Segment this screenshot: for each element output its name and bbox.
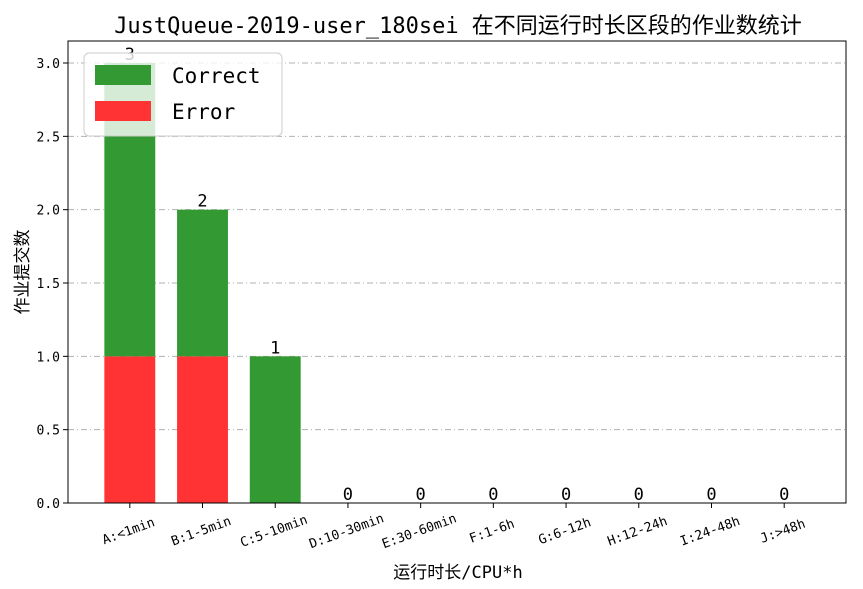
y-tick-label: 1.0 [37, 350, 60, 365]
y-tick-label: 3.0 [37, 57, 60, 72]
x-tick-label: H:12-24h [606, 514, 670, 550]
bar-value-label: 0 [779, 485, 789, 505]
x-tick-label: B:1-5min [169, 514, 233, 550]
legend-swatch-correct [95, 65, 151, 85]
y-tick-label: 0.5 [37, 424, 60, 439]
bar-correct [177, 209, 228, 357]
bar-value-label: 2 [197, 192, 207, 212]
x-tick-label: G:6-12h [537, 515, 594, 548]
bar-error [104, 356, 156, 503]
bar-value-label: 0 [634, 485, 644, 505]
x-tick-label: C:5-10min [238, 513, 309, 551]
y-tick-label: 0.0 [37, 497, 60, 512]
legend-label-correct: Correct [172, 64, 261, 88]
bar-value-label: 0 [488, 485, 498, 505]
legend-label-error: Error [172, 100, 235, 124]
bar-error [177, 356, 228, 503]
bar-value-label: 1 [270, 338, 280, 358]
x-tick-label: A:<1min [100, 515, 157, 548]
x-tick-label: F:1-6h [468, 517, 517, 547]
bar-value-label: 0 [706, 485, 716, 505]
legend: Correct Error [83, 52, 283, 137]
y-tick-label: 2.5 [37, 130, 60, 145]
x-tick-label: J:>48h [758, 517, 807, 547]
x-axis-label: 运行时长/CPU*h [393, 563, 522, 583]
plot-frame [67, 40, 847, 504]
y-axis-label: 作业提交数 [13, 230, 33, 315]
x-axis-ticks: A:<1min B:1-5min C:5-10minD:10-30minE:30-6… [100, 503, 808, 552]
y-axis-ticks: 0.0 0.5 1.0 1.5 2.0 2.5 3.0 [37, 57, 68, 512]
x-tick-label: I:24-48h [678, 514, 742, 550]
chart-title: JustQueue-2019-user_180sei 在不同运行时长区段的作业数… [114, 14, 802, 39]
x-tick-label: E:30-60min [380, 511, 459, 552]
y-tick-label: 1.5 [37, 277, 60, 292]
x-tick-label: D:10-30min [307, 511, 386, 552]
y-tick-label: 2.0 [37, 204, 60, 219]
bar-value-label: 0 [416, 485, 426, 505]
bar-value-label: 0 [343, 485, 353, 505]
bar-value-label: 0 [561, 485, 571, 505]
bar-correct [249, 356, 301, 503]
legend-swatch-error [95, 101, 151, 121]
